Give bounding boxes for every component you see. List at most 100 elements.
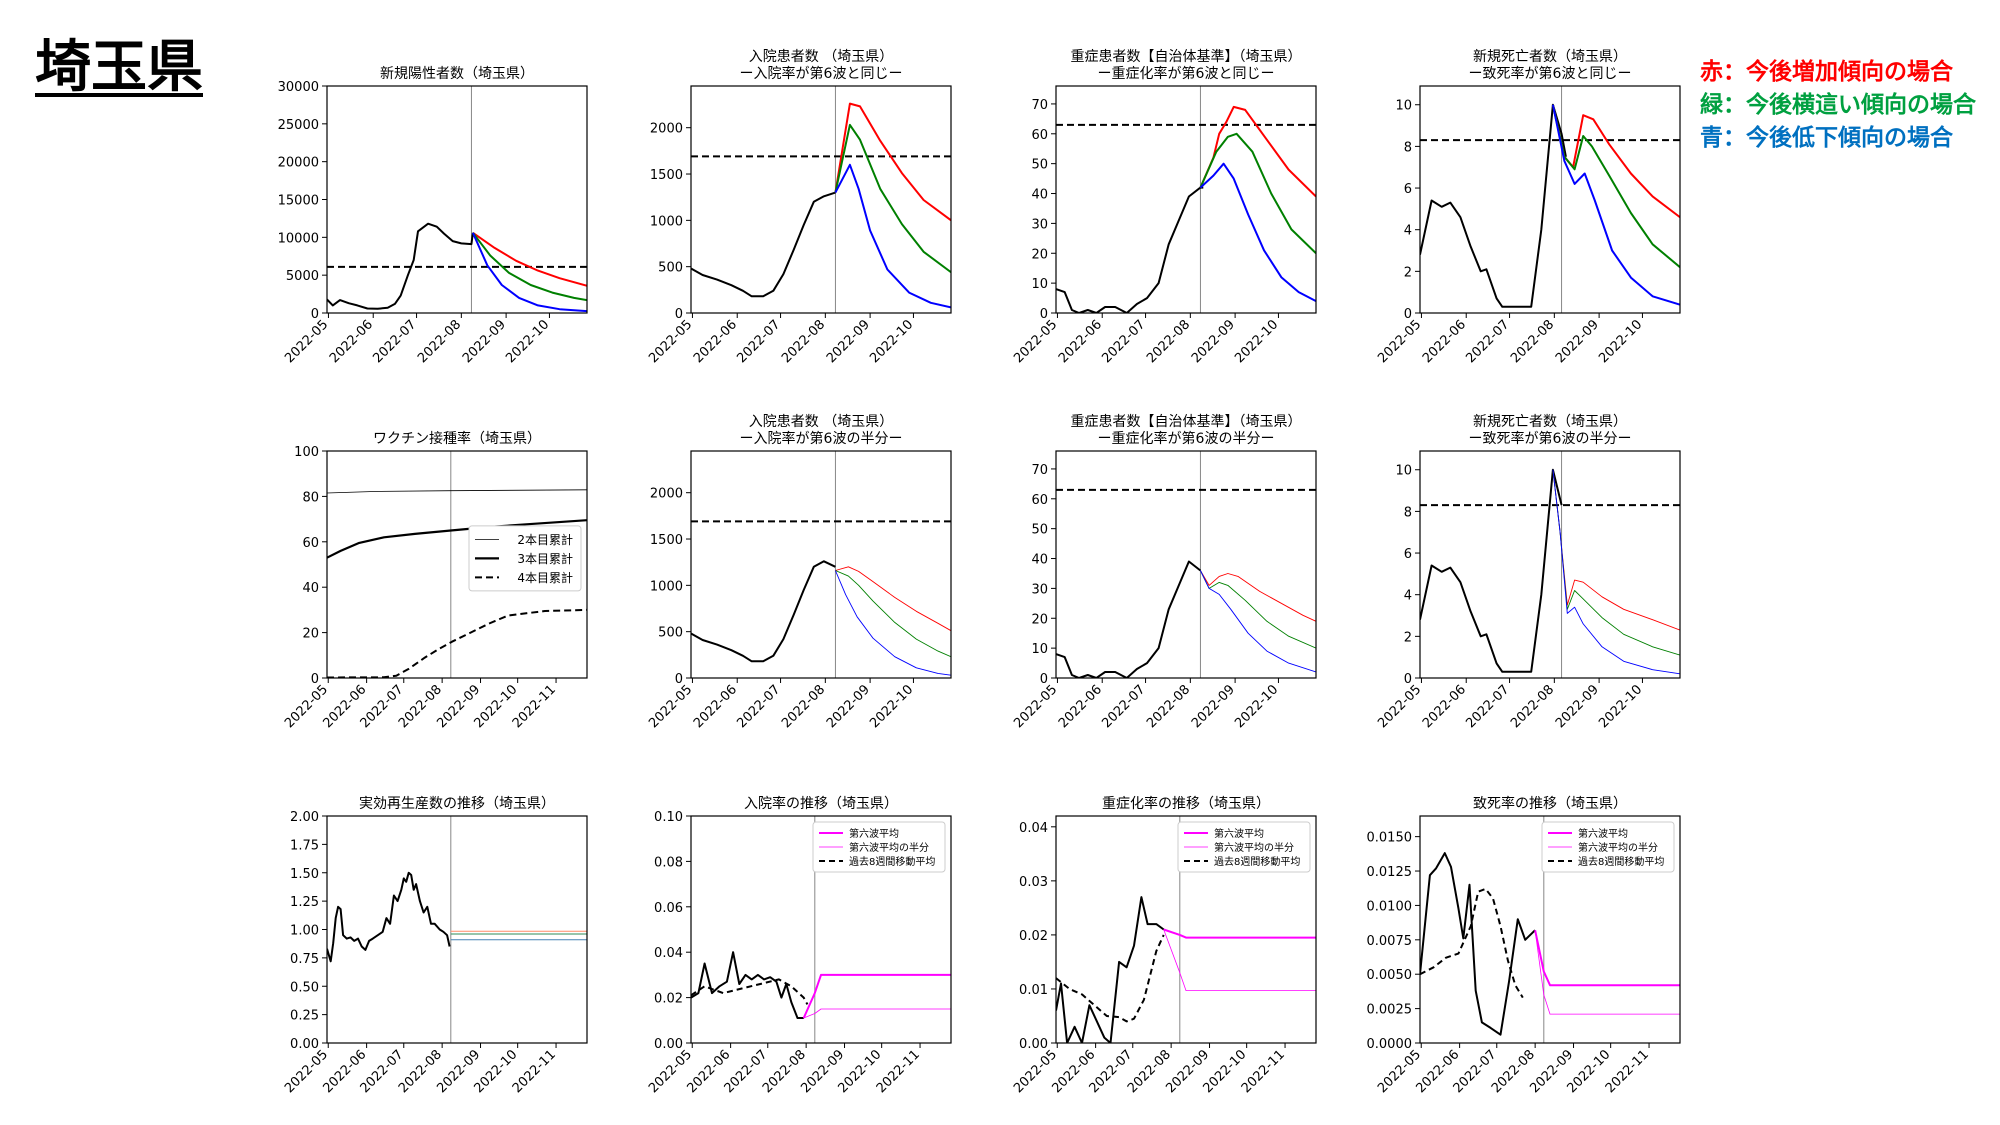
plot-area (327, 816, 587, 1043)
series-line-3 (1199, 570, 1316, 673)
series-line-1 (1200, 570, 1316, 622)
plot-area (327, 451, 587, 678)
y-tick-label: 2 (1404, 630, 1412, 645)
x-tick-label: 2022-08 (415, 317, 464, 366)
series-line-3 (834, 570, 951, 676)
y-tick-label: 1500 (650, 168, 683, 183)
page-title: 埼玉県 (35, 35, 203, 100)
x-tick-label: 2022-10 (1232, 682, 1281, 731)
y-tick-label: 0 (1404, 307, 1412, 322)
chart-title: ー入院率が第6波の半分ー (740, 430, 903, 447)
y-tick-label: 0.00 (654, 1037, 683, 1052)
x-tick-label: 2022-06 (327, 317, 376, 366)
plot-frame (690, 815, 952, 1044)
legend-label: 第六波平均の半分 (1578, 841, 1658, 854)
chart-hosp: 入院患者数 （埼玉県）ー入院率が第6波と同じー 0 500 1000 1500 2000 2… (646, 49, 952, 366)
x-tick-label: 2022-05 (1375, 317, 1424, 366)
chart-deaths_half: 新規死亡者数（埼玉県）ー致死率が第6波の半分ー02468102022-05202… (1375, 414, 1681, 731)
y-tick-label: 8 (1404, 505, 1412, 520)
legend-box (1541, 821, 1675, 873)
plot-area (327, 86, 587, 313)
series-line-3 (834, 163, 951, 309)
legend-box (1177, 821, 1311, 873)
series-line-2 (1163, 928, 1316, 939)
series-line-2 (1552, 469, 1680, 656)
x-tick-label: 2022-05 (1375, 682, 1424, 731)
x-tick-label: 2022-07 (734, 682, 783, 731)
y-tick-label: 10000 (278, 231, 319, 246)
scenario-legend-red: 赤：今後増加傾向の場合 (1700, 59, 1953, 85)
chart-title: 入院患者数 （埼玉県） (749, 49, 893, 65)
series-line-1 (1552, 469, 1680, 631)
y-tick-label: 5000 (286, 269, 319, 284)
x-tick-label: 2022-10 (503, 317, 552, 366)
plot-frame (326, 85, 588, 314)
y-tick-label: 0 (311, 672, 319, 687)
chart-title: 重症患者数【自治体基準】（埼玉県） (1071, 48, 1302, 65)
series-line-1 (1420, 887, 1524, 999)
x-tick-label: 2022-10 (1232, 317, 1281, 366)
y-tick-label: 0.0150 (1367, 831, 1413, 846)
plot-area (691, 86, 951, 313)
plot-frame (326, 450, 588, 679)
y-tick-label: 20000 (278, 156, 319, 171)
y-tick-label: 70 (1031, 98, 1048, 113)
x-tick-label: 2022-09 (1553, 682, 1602, 731)
y-tick-label: 1.00 (290, 924, 319, 939)
legend-box (812, 821, 946, 873)
x-tick-label: 2022-10 (1596, 682, 1645, 731)
y-tick-label: 0.0100 (1367, 899, 1413, 914)
plot-frame (1419, 85, 1681, 314)
y-tick-label: 100 (294, 445, 319, 460)
chart-cases: 新規陽性者数（埼玉県） 0 5000 10000 15000 20000 25000 3000… (278, 66, 588, 366)
plot-frame (1055, 450, 1317, 679)
x-tick-label: 2022-10 (867, 682, 916, 731)
chart-title: 重症患者数【自治体基準】（埼玉県） (1071, 413, 1302, 430)
y-tick-label: 30000 (278, 80, 319, 95)
x-tick-label: 2022-05 (1011, 682, 1060, 731)
series-line-3 (1199, 162, 1316, 302)
x-tick-label: 2022-05 (282, 317, 331, 366)
y-tick-label: 1.25 (290, 895, 319, 910)
x-tick-label: 2022-06 (1056, 317, 1105, 366)
x-tick-label: 2022-09 (824, 682, 873, 731)
series-line-1 (1056, 934, 1165, 1023)
y-tick-label: 0.08 (654, 855, 683, 870)
y-tick-label: 6 (1404, 547, 1412, 562)
legend-label: 4本目累計 (517, 570, 573, 585)
plot-area (1420, 451, 1680, 678)
y-tick-label: 0 (675, 672, 683, 687)
plot-area (1056, 86, 1316, 313)
series-line-3 (1163, 929, 1316, 991)
series-line-2 (834, 123, 951, 274)
y-tick-label: 0.0050 (1367, 968, 1413, 983)
x-tick-label: 2022-08 (1508, 682, 1557, 731)
y-tick-label: 0 (675, 307, 683, 322)
chart-death_rate: 致死率の推移（埼玉県） 0.0000 0.0025 0.0050 0.0075 0.010… (1367, 795, 1681, 1096)
chart-severe_rate: 重症化率の推移（埼玉県）0.000.010.020.030.042022-052… (1011, 795, 1317, 1096)
plot-frame (1419, 815, 1681, 1044)
y-tick-label: 40 (302, 581, 319, 596)
y-tick-label: 40 (1031, 553, 1048, 568)
series-line-0 (691, 191, 836, 298)
chart-title: ー重症化率が第6波と同じー (1098, 65, 1275, 82)
x-tick-label: 2022-09 (1189, 317, 1238, 366)
x-tick-label: 2022-06 (691, 317, 740, 366)
chart-severe_half: 重症患者数【自治体基準】（埼玉県）ー重症化率が第6波の半分ー 0 10 20 30 40 5… (1011, 413, 1317, 731)
x-tick-label: 2022-05 (646, 682, 695, 731)
chart-title: 新規死亡者数（埼玉県） (1473, 414, 1627, 430)
y-tick-label: 70 (1031, 463, 1048, 478)
y-tick-label: 0.06 (654, 901, 683, 916)
series-line-0 (1420, 103, 1567, 308)
y-tick-label: 0.04 (654, 946, 683, 961)
legend-label: 過去8週間移動平均 (849, 855, 935, 868)
y-tick-label: 0.0000 (1367, 1037, 1413, 1052)
y-tick-label: 80 (302, 490, 319, 505)
y-tick-label: 25000 (278, 118, 319, 133)
series-line-0 (327, 222, 474, 310)
x-tick-label: 2022-06 (1420, 682, 1469, 731)
series-line-0 (1420, 852, 1536, 1036)
series-line-2 (1534, 929, 1680, 987)
x-tick-label: 2022-06 (691, 682, 740, 731)
plot-frame (690, 85, 952, 314)
